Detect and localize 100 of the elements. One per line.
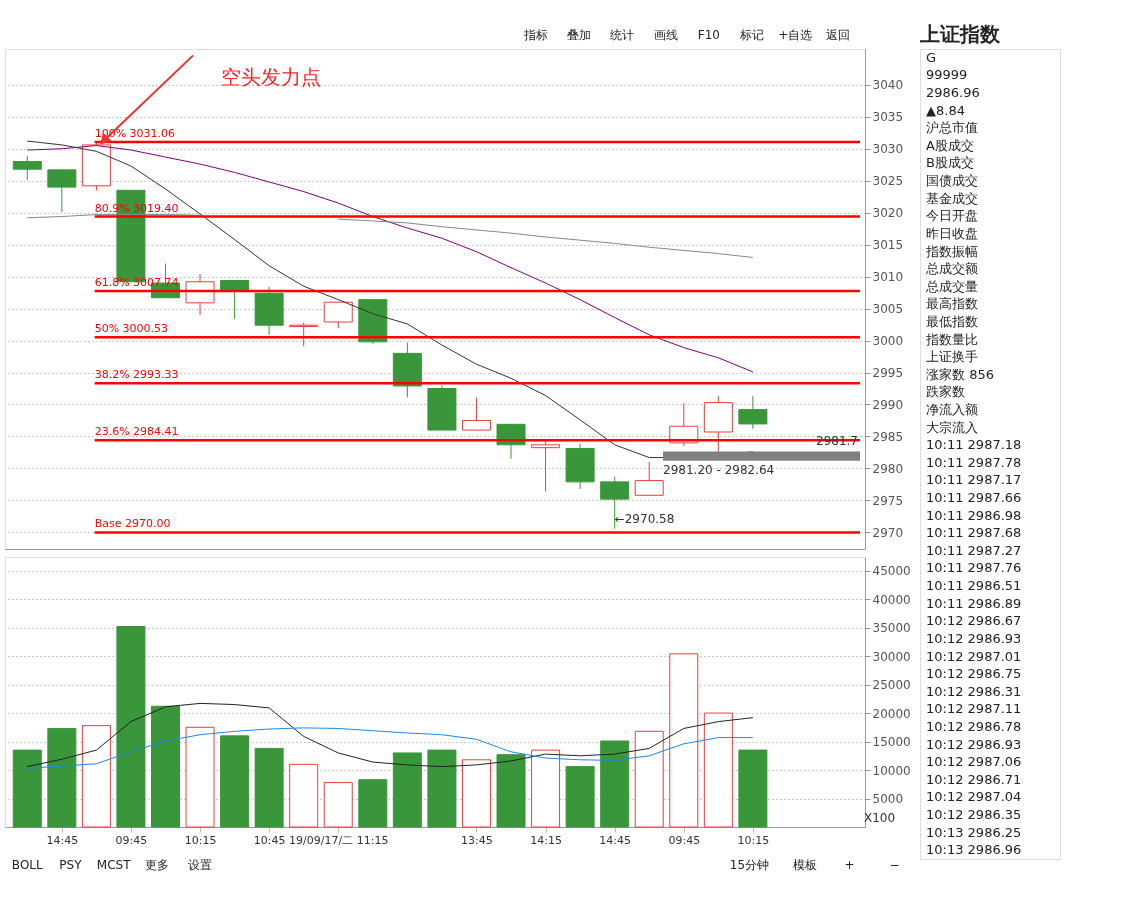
text: 10:12 2986.31 (926, 683, 1022, 699)
y-tick-label: 3040 (872, 78, 904, 93)
x-tick-label: 13:45 (461, 833, 493, 847)
y-tick-label: 2995 (872, 366, 904, 381)
x-tick-label: 10:45 (253, 833, 286, 847)
y-tick-label: 3020 (872, 206, 904, 221)
text: 返回 (826, 28, 851, 42)
text: 10:12 2986.35 (926, 806, 1022, 822)
line-series (26, 702, 754, 768)
annotation: 空头发力点 (220, 64, 321, 89)
text: 昨日收盘 (926, 225, 978, 241)
text: 10:12 2986.67 (926, 613, 1022, 629)
text: +自选 (778, 28, 813, 42)
annotation: ←2970.58 (614, 511, 675, 526)
y-tick-label: 3030 (872, 142, 904, 157)
text: 10:12 2986.75 (926, 666, 1022, 682)
text: 2986.96 (926, 85, 980, 101)
bar (254, 747, 284, 828)
candlestick (531, 438, 561, 492)
y-tick-label: 2970 (872, 525, 904, 540)
band-label: 2981.20 - 2982.64 (663, 462, 775, 477)
y-tick-label: 3005 (872, 302, 904, 317)
line-series (26, 727, 754, 769)
y-tick-label: 3000 (872, 334, 904, 349)
text: 10:11 2986.51 (926, 578, 1022, 594)
x-tick-label: 14:15 (530, 833, 562, 847)
text: 10:11 2986.89 (926, 595, 1022, 611)
text: 10:11 2987.76 (926, 560, 1022, 576)
ref-line-label: 50% 3000.53 (94, 322, 169, 336)
text: 10:11 2987.66 (926, 490, 1022, 506)
x-tick-label: 09:45 (668, 833, 701, 847)
x-tick-label: 19/09/17/二 11:15 (289, 833, 389, 847)
text: 15分钟 (729, 858, 770, 872)
bar (600, 740, 630, 828)
text: 10:11 2987.18 (926, 437, 1022, 453)
text: 10:12 2986.93 (926, 630, 1022, 646)
text: 10:11 2987.68 (926, 525, 1022, 541)
text: 统计 (610, 28, 635, 42)
bar (150, 705, 180, 828)
text: 今日开盘 (926, 208, 978, 224)
text: 上证指数 (919, 22, 1001, 46)
text: 10:12 2986.93 (926, 736, 1022, 752)
y-tick-label: 30000 (872, 649, 911, 664)
bar (703, 712, 733, 828)
text: X100 (864, 811, 896, 825)
text: 10:13 2986.96 (926, 842, 1022, 858)
y-tick-label: 2975 (872, 493, 904, 508)
x-tick-label: 09:45 (115, 833, 148, 847)
text: ▲8.84 (926, 102, 965, 118)
y-tick-label: 10000 (872, 763, 911, 778)
text: 总成交额 (925, 261, 978, 277)
text: MCST (96, 858, 132, 872)
text: 指数振幅 (925, 243, 978, 259)
text: 10:12 2987.06 (926, 754, 1022, 770)
text: 10:12 2986.78 (926, 718, 1022, 734)
bar (12, 749, 42, 828)
y-tick-label: 2990 (872, 398, 904, 412)
text: 总成交量 (925, 278, 978, 294)
bar (81, 725, 111, 828)
text: G (926, 49, 937, 65)
bar (634, 730, 664, 828)
y-tick-label: 35000 (872, 621, 911, 636)
text: 10:13 2986.25 (926, 824, 1022, 840)
ref-line-label: 38.2% 2993.33 (94, 368, 179, 382)
text: 指标 (523, 28, 549, 42)
text: 净流入额 (926, 401, 978, 417)
y-tick-label: 5000 (872, 792, 904, 807)
text: F10 (697, 28, 720, 42)
y-tick-label: 25000 (872, 678, 911, 693)
text: − (889, 858, 900, 872)
text: 10:12 2987.01 (926, 648, 1022, 664)
text: 跌家数 (926, 384, 965, 400)
text: 设置 (188, 858, 213, 872)
text: A股成交 (926, 137, 974, 153)
text: 10:12 2987.11 (926, 701, 1022, 717)
text: 10:12 2986.71 (926, 771, 1022, 787)
text: 10:12 2987.04 (926, 789, 1022, 805)
text: 大宗流入 (926, 419, 978, 435)
text: 10:11 2987.78 (926, 454, 1022, 470)
text: 10:11 2987.27 (926, 542, 1022, 558)
text: BOLL (11, 858, 44, 872)
x-tick-label: 10:15 (184, 833, 217, 847)
text: 更多 (144, 858, 169, 872)
text: 最高指数 (926, 296, 978, 312)
bar (427, 749, 457, 828)
ref-line-label: Base 2970.00 (94, 517, 171, 531)
bar (185, 726, 215, 828)
text: B股成交 (926, 155, 974, 171)
y-tick-label: 2985 (872, 429, 904, 444)
y-tick-label: 3015 (872, 238, 904, 253)
y-tick-label: 20000 (872, 706, 911, 721)
y-tick-label: 3010 (872, 270, 904, 285)
y-tick-label: 45000 (872, 564, 911, 579)
text: 叠加 (567, 28, 592, 42)
bar (669, 653, 699, 828)
bar (358, 779, 388, 828)
y-tick-label: 3025 (872, 174, 904, 189)
text: 沪总市值 (926, 120, 978, 136)
text: 99999 (926, 67, 968, 83)
bar (531, 749, 561, 828)
